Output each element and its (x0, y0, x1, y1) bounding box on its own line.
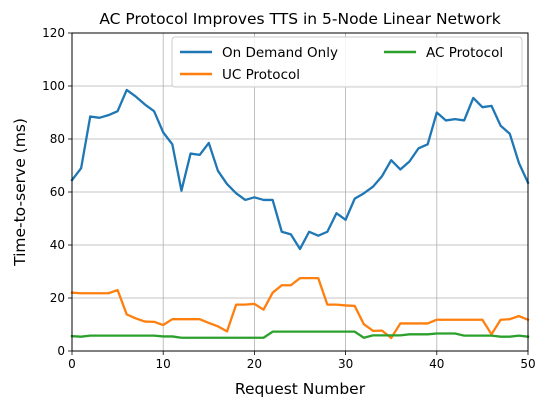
y-tick-label: 40 (50, 238, 65, 252)
series-line-ac (72, 332, 528, 338)
chart-title: AC Protocol Improves TTS in 5-Node Linea… (99, 10, 500, 28)
y-tick-label: 120 (42, 26, 65, 40)
legend-label-on-demand: On Demand Only (222, 45, 338, 61)
y-tick-label: 100 (42, 79, 65, 93)
y-tick-label: 20 (50, 291, 65, 305)
x-axis-label: Request Number (235, 380, 366, 398)
x-tick-label: 20 (247, 357, 262, 371)
x-tick-label: 0 (68, 357, 76, 371)
legend-label-ac: AC Protocol (426, 45, 503, 61)
x-axis-ticks: 0 10 20 30 40 50 (68, 351, 535, 371)
series-line-uc (72, 278, 528, 338)
x-tick-label: 10 (156, 357, 171, 371)
y-axis-ticks: 0 20 40 60 80 100 120 (42, 26, 72, 358)
series-lines (72, 90, 528, 338)
series-line-on-demand (72, 90, 528, 249)
legend: On Demand Only UC Protocol AC Protocol (172, 37, 522, 87)
y-tick-label: 60 (50, 185, 65, 199)
x-tick-label: 30 (338, 357, 353, 371)
x-tick-label: 50 (520, 357, 535, 371)
y-tick-label: 80 (50, 132, 65, 146)
x-tick-label: 40 (429, 357, 444, 371)
legend-label-uc: UC Protocol (222, 67, 300, 83)
y-tick-label: 0 (57, 344, 65, 358)
y-axis-label: Time-to-serve (ms) (11, 118, 29, 267)
